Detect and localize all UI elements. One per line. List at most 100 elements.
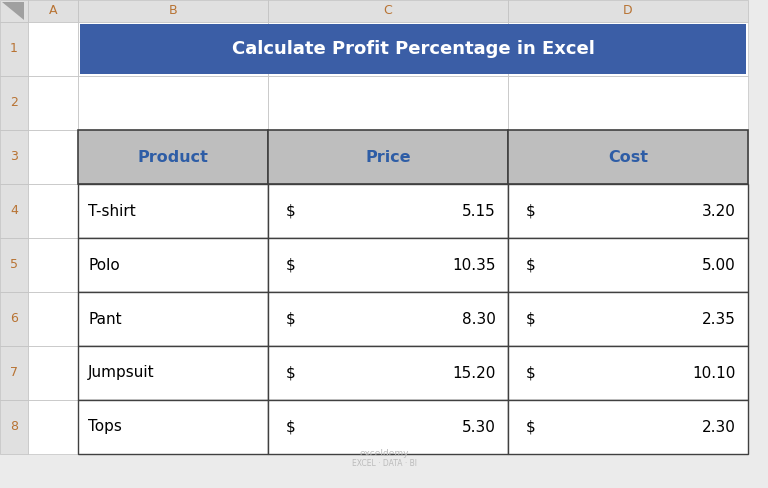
Bar [28, 76, 78, 130]
Text: A: A [48, 4, 58, 18]
Bar [268, 0, 508, 22]
Bar [78, 22, 268, 76]
Bar [28, 292, 78, 346]
Bar [78, 76, 268, 130]
Text: 5.00: 5.00 [702, 258, 736, 272]
Bar [268, 76, 508, 130]
Bar [508, 0, 748, 22]
Text: 10.35: 10.35 [452, 258, 496, 272]
Text: $: $ [286, 258, 296, 272]
Text: $: $ [526, 420, 536, 434]
Text: 15.20: 15.20 [452, 366, 496, 381]
Bar [78, 238, 268, 292]
Bar [78, 130, 268, 184]
Bar [0, 238, 28, 292]
Bar [268, 400, 508, 454]
Text: Jumpsuit: Jumpsuit [88, 366, 154, 381]
Text: 5.30: 5.30 [462, 420, 496, 434]
Bar [78, 400, 268, 454]
Bar [268, 238, 508, 292]
Text: 2: 2 [10, 97, 18, 109]
Bar [78, 0, 268, 22]
Bar [508, 238, 748, 292]
Bar [78, 184, 268, 238]
Bar [0, 292, 28, 346]
Bar [508, 22, 748, 76]
Bar [508, 130, 748, 184]
Text: Price: Price [366, 149, 411, 164]
Bar [508, 400, 748, 454]
Text: 4: 4 [10, 204, 18, 218]
Bar [508, 292, 748, 346]
Bar [508, 184, 748, 238]
Text: 5: 5 [10, 259, 18, 271]
Text: 10.10: 10.10 [693, 366, 736, 381]
Bar [508, 346, 748, 400]
Bar [78, 238, 268, 292]
Bar [0, 400, 28, 454]
Bar [0, 346, 28, 400]
Text: 3.20: 3.20 [702, 203, 736, 219]
Bar [0, 76, 28, 130]
Bar [28, 400, 78, 454]
Bar [268, 22, 508, 76]
Bar [268, 130, 508, 184]
Bar [268, 346, 508, 400]
Text: $: $ [526, 366, 536, 381]
Bar [28, 0, 78, 22]
Text: $: $ [526, 258, 536, 272]
Bar [28, 184, 78, 238]
Bar [268, 238, 508, 292]
Text: $: $ [286, 203, 296, 219]
Text: Polo: Polo [88, 258, 120, 272]
Text: 2.30: 2.30 [702, 420, 736, 434]
Bar [0, 130, 28, 184]
Text: exceldemy: exceldemy [359, 449, 409, 459]
Text: Product: Product [137, 149, 208, 164]
Text: D: D [623, 4, 633, 18]
Bar [508, 130, 748, 184]
Bar [268, 292, 508, 346]
Bar [0, 184, 28, 238]
Bar [28, 22, 78, 76]
Bar [268, 292, 508, 346]
Text: 2.35: 2.35 [702, 311, 736, 326]
Text: $: $ [526, 203, 536, 219]
Polygon shape [2, 2, 24, 20]
Text: Cost: Cost [608, 149, 648, 164]
Text: $: $ [286, 311, 296, 326]
Bar [78, 346, 268, 400]
Bar [78, 292, 268, 346]
Text: T-shirt: T-shirt [88, 203, 136, 219]
Bar [508, 400, 748, 454]
Bar [28, 346, 78, 400]
Text: Tops: Tops [88, 420, 122, 434]
Bar [268, 346, 508, 400]
Bar [268, 184, 508, 238]
Bar [78, 346, 268, 400]
Bar [78, 400, 268, 454]
Text: B: B [169, 4, 177, 18]
Bar [0, 22, 28, 76]
Bar [508, 76, 748, 130]
Text: $: $ [526, 311, 536, 326]
Bar [80, 24, 746, 74]
Bar [78, 184, 268, 238]
Text: 7: 7 [10, 366, 18, 380]
Bar [508, 238, 748, 292]
Text: 5.15: 5.15 [462, 203, 496, 219]
Text: 1: 1 [10, 42, 18, 56]
Text: $: $ [286, 366, 296, 381]
Text: 8.30: 8.30 [462, 311, 496, 326]
Bar [268, 184, 508, 238]
Text: 3: 3 [10, 150, 18, 163]
Text: 6: 6 [10, 312, 18, 325]
Bar [508, 346, 748, 400]
Bar [28, 238, 78, 292]
Bar [28, 130, 78, 184]
Text: EXCEL · DATA · BI: EXCEL · DATA · BI [352, 460, 416, 468]
Bar [0, 0, 28, 22]
Bar [268, 400, 508, 454]
Bar [78, 292, 268, 346]
Text: C: C [384, 4, 392, 18]
